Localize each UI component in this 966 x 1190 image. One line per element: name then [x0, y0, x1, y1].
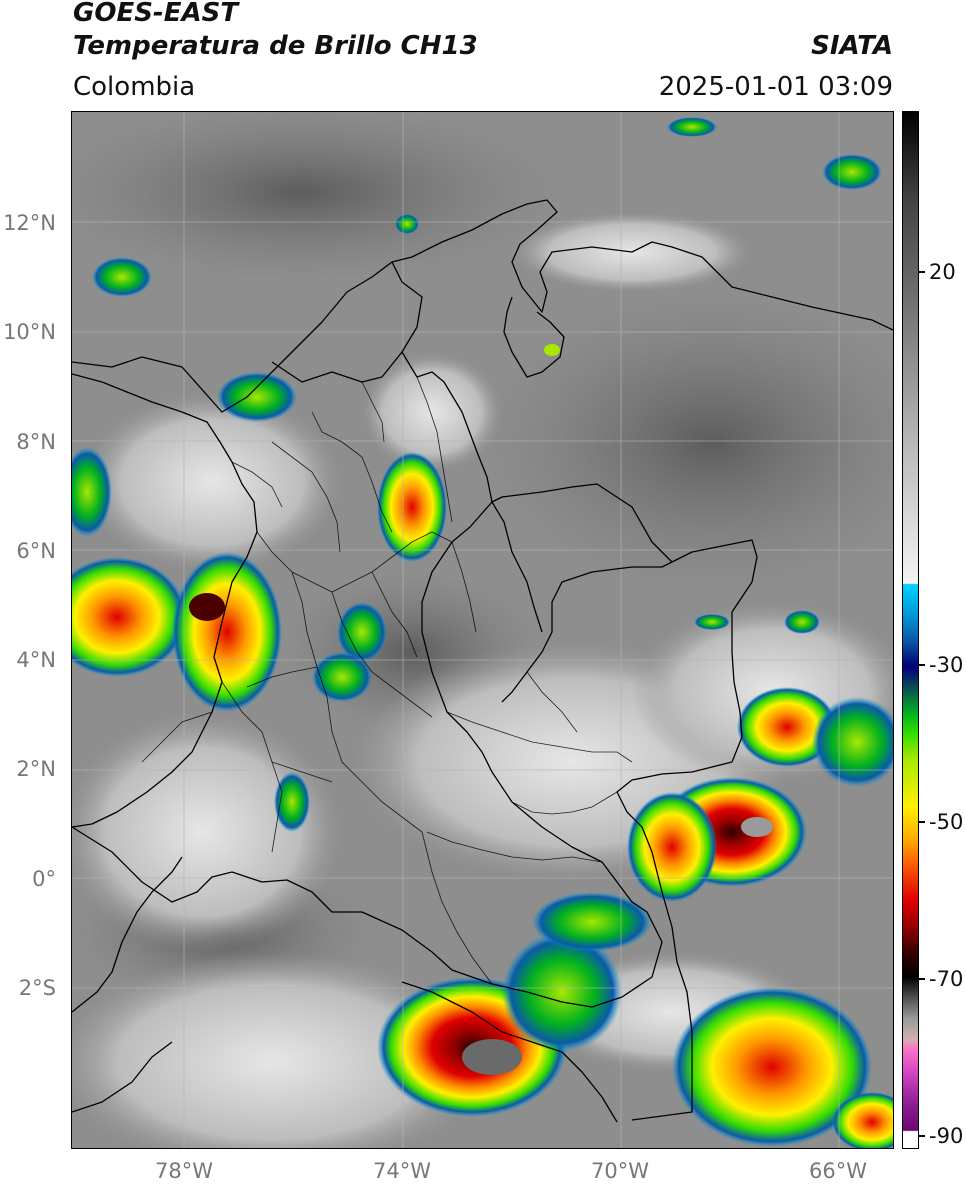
colorbar-tick: [918, 664, 925, 666]
lon-label-78W: 78°W: [155, 1159, 213, 1183]
colorbar-tick: [918, 821, 925, 823]
lat-label-4N: 4°N: [16, 648, 56, 672]
colorbar-label: -30: [929, 653, 964, 677]
colorbar-tick: [918, 1135, 925, 1137]
colorbar-label: 20: [929, 260, 956, 284]
lat-label-2N: 2°N: [16, 757, 56, 781]
region-label: Colombia: [73, 72, 196, 102]
header: GOES-EAST Temperatura de Brillo CH13 Col…: [73, 0, 893, 106]
lat-label-6N: 6°N: [16, 539, 56, 563]
timestamp-label: 2025-01-01 03:09: [658, 72, 893, 102]
colorbar-tick: [918, 978, 925, 980]
colorbar-label: -50: [929, 810, 964, 834]
lat-label-2S: 2°S: [18, 976, 56, 1000]
lat-label-0: 0°: [32, 867, 56, 891]
colorbar-label: -90: [929, 1124, 964, 1148]
satellite-image: [72, 112, 893, 1148]
colorbar-tick: [918, 271, 925, 273]
product-title: Temperatura de Brillo CH13: [73, 31, 478, 61]
lat-label-10N: 10°N: [3, 320, 56, 344]
colorbar-label: -70: [929, 967, 964, 991]
lon-label-70W: 70°W: [591, 1159, 649, 1183]
lat-label-12N: 12°N: [3, 211, 56, 235]
organization-label: SIATA: [811, 31, 893, 61]
lon-label-74W: 74°W: [373, 1159, 431, 1183]
lon-label-66W: 66°W: [809, 1159, 867, 1183]
satellite-map: [71, 111, 894, 1149]
colorbar: [902, 111, 919, 1149]
lat-label-8N: 8°N: [16, 430, 56, 454]
satellite-title: GOES-EAST: [73, 0, 239, 28]
